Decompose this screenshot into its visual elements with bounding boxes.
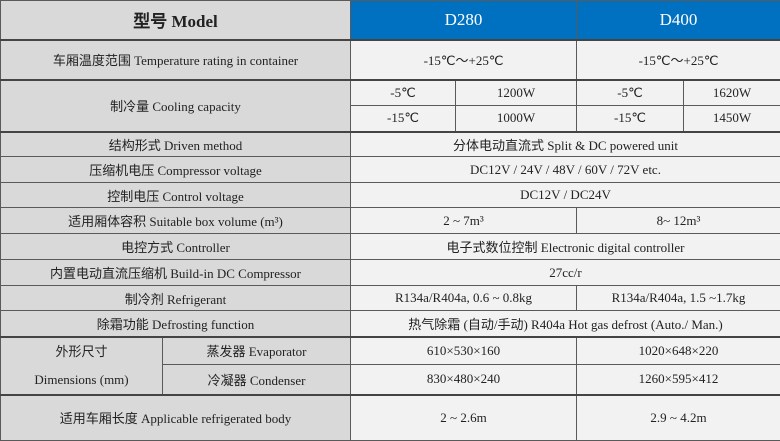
header-row: 型号 Model D280 D400	[1, 1, 780, 40]
d400-value: 1020×648×220	[577, 337, 780, 365]
d280-temp: -5℃	[351, 80, 456, 106]
d400-value: -15℃～+25℃	[577, 40, 780, 80]
table-row: 控制电压 Control voltage DC12V / DC24V	[1, 183, 780, 208]
d400-value: R134a/R404a, 1.5 ~1.7kg	[577, 286, 780, 311]
d280-temp: -15℃	[351, 106, 456, 132]
shared-value: DC12V / DC24V	[351, 183, 780, 208]
table-row: 适用厢体容积 Suitable box volume (m³) 2 ~ 7m³ …	[1, 208, 780, 234]
d400-capacity: 1620W	[684, 80, 780, 106]
row-label: 内置电动直流压缩机 Build-in DC Compressor	[1, 260, 351, 286]
d400-value: 1260×595×412	[577, 364, 780, 394]
table-row: 内置电动直流压缩机 Build-in DC Compressor 27cc/r	[1, 260, 780, 286]
table-row: 制冷剂 Refrigerant R134a/R404a, 0.6 ~ 0.8kg…	[1, 286, 780, 311]
row-label: 结构形式 Driven method	[1, 132, 351, 157]
d400-value: 8~ 12m³	[577, 208, 780, 234]
shared-value: 电子式数位控制 Electronic digital controller	[351, 234, 780, 260]
d280-value: R134a/R404a, 0.6 ~ 0.8kg	[351, 286, 577, 311]
row-label: 电控方式 Controller	[1, 234, 351, 260]
d280-value: -15℃～+25℃	[351, 40, 577, 80]
row-label: 除霜功能 Defrosting function	[1, 311, 351, 337]
shared-value: 分体电动直流式 Split & DC powered unit	[351, 132, 780, 157]
table-row: 压缩机电压 Compressor voltage DC12V / 24V / 4…	[1, 157, 780, 183]
d400-temp: -5℃	[577, 80, 684, 106]
condenser-label: 冷凝器 Condenser	[163, 364, 351, 394]
d280-value: 2 ~ 7m³	[351, 208, 577, 234]
dimensions-label-cn: 外形尺寸	[1, 338, 162, 366]
model-header: 型号 Model	[1, 1, 351, 40]
table-row: 结构形式 Driven method 分体电动直流式 Split & DC po…	[1, 132, 780, 157]
shared-value: 热气除霜 (自动/手动) R404a Hot gas defrost (Auto…	[351, 311, 780, 337]
d280-header: D280	[351, 1, 577, 40]
row-label: 制冷剂 Refrigerant	[1, 286, 351, 311]
table-row: 制冷量 Cooling capacity -5℃ 1200W -5℃ 1620W	[1, 80, 780, 106]
row-label: 控制电压 Control voltage	[1, 183, 351, 208]
d400-capacity: 1450W	[684, 106, 780, 132]
shared-value: DC12V / 24V / 48V / 60V / 72V etc.	[351, 157, 780, 183]
d280-value: 830×480×240	[351, 364, 577, 394]
row-label: 车厢温度范围 Temperature rating in container	[1, 40, 351, 80]
d280-capacity: 1000W	[456, 106, 577, 132]
row-label: 制冷量 Cooling capacity	[1, 80, 351, 132]
dimensions-label-en: Dimensions (mm)	[1, 366, 162, 394]
table-row: 车厢温度范围 Temperature rating in container -…	[1, 40, 780, 80]
shared-value: 27cc/r	[351, 260, 780, 286]
table-row: 电控方式 Controller 电子式数位控制 Electronic digit…	[1, 234, 780, 260]
table-row: 除霜功能 Defrosting function 热气除霜 (自动/手动) R4…	[1, 311, 780, 337]
row-label: 适用厢体容积 Suitable box volume (m³)	[1, 208, 351, 234]
evaporator-label: 蒸发器 Evaporator	[163, 337, 351, 365]
row-label: 压缩机电压 Compressor voltage	[1, 157, 351, 183]
d400-header: D400	[577, 1, 780, 40]
d400-temp: -15℃	[577, 106, 684, 132]
d280-value: 610×530×160	[351, 337, 577, 365]
d280-capacity: 1200W	[456, 80, 577, 106]
